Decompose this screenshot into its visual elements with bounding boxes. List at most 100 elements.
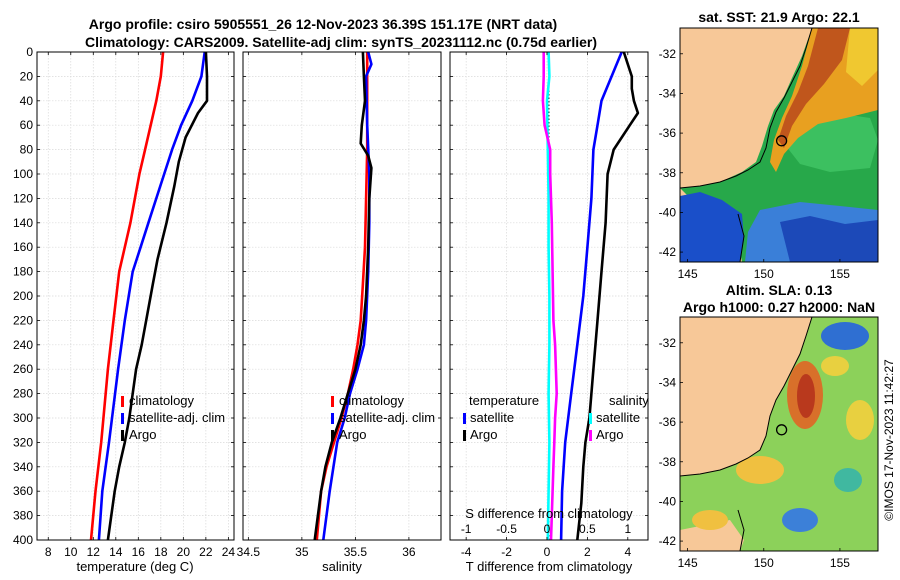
x-tick-label: 10 (64, 545, 78, 559)
salinity-series (313, 52, 373, 540)
difference-series (541, 52, 640, 540)
map-x-tick-label: 150 (754, 556, 774, 570)
temperature-series (89, 52, 209, 540)
x-tick-label: 0 (544, 545, 551, 559)
difference-panel: -4 -2 0 2 4 -1 -0.5 0 0.5 1 T difference from cli… (449, 51, 649, 574)
s-difference-tick-label: 1 (624, 522, 631, 536)
series-line-argo (106, 52, 209, 540)
x-tick-label: -2 (501, 545, 512, 559)
x-tick-label: 34.5 (237, 545, 261, 559)
sla-map-panel: Altim. SLA: 0.13 Argo h1000: 0.27 h2000:… (659, 282, 879, 570)
x-tick-label: 36 (402, 545, 416, 559)
x-tick-label: 12 (87, 545, 101, 559)
sla-yellow-southwest (736, 456, 784, 484)
sst-warm-offshore (846, 28, 878, 86)
series-line-satellite-adj-clim (97, 52, 206, 540)
difference-legend-salinity: salinity satellite Argo (589, 393, 649, 442)
series-line-t-argo (576, 52, 640, 540)
y-tick-label: 380 (13, 509, 33, 523)
sla-yellow-bass-strait (692, 510, 728, 530)
map-x-tick-label: 150 (754, 267, 774, 281)
sla-map-title-line2: Argo h1000: 0.27 h2000: NaN (683, 299, 875, 315)
sst-warmest-core (778, 28, 850, 148)
map-y-tick-label: -42 (659, 534, 677, 548)
legend-label-satellite-clim: satellite-adj. clim (339, 410, 435, 425)
map-y-tick-label: -36 (659, 415, 677, 429)
map-x-tick-label: 145 (678, 267, 698, 281)
y-tick-label: 320 (13, 435, 33, 449)
y-tick-label: 240 (13, 338, 33, 352)
legend-label-climatology: climatology (339, 393, 405, 408)
map-y-tick-label: -32 (659, 336, 677, 350)
sla-map-ticks: 145 150 155 -32 -34 -36 -38 -40 -42 (659, 336, 851, 570)
legend-swatch-argo (121, 430, 124, 441)
y-tick-label: 400 (13, 533, 33, 547)
map-y-tick-label: -32 (659, 47, 677, 61)
temperature-legend: climatology satellite-adj. clim Argo (121, 393, 225, 442)
sst-map-box (679, 27, 879, 263)
sla-high-core (797, 374, 815, 418)
legend-swatch-argo (331, 430, 334, 441)
sst-argo-marker (775, 135, 788, 147)
y-tick-label: 200 (13, 289, 33, 303)
sla-map-title-line1: Altim. SLA: 0.13 (726, 282, 833, 298)
y-tick-label: 360 (13, 484, 33, 498)
temperature-axes-box (36, 51, 235, 541)
t-difference-xlabel: T difference from climatology (466, 559, 633, 574)
salinity-panel: 34.5 35 35.5 36 salinity climatology satell… (237, 51, 442, 574)
series-line-argo (313, 52, 373, 540)
x-tick-label: 35.5 (344, 545, 368, 559)
sst-map-title: sat. SST: 21.9 Argo: 22.1 (698, 9, 860, 25)
imos-credit: ©IMOS 17-Nov-2023 11:42:27 (882, 359, 896, 521)
y-tick-label: 260 (13, 362, 33, 376)
sla-map-box (679, 316, 879, 552)
legend-label-argo: Argo (339, 427, 366, 442)
legend-label-climatology: climatology (129, 393, 195, 408)
legend-title-temperature: temperature (469, 393, 539, 408)
map-y-tick-label: -40 (659, 494, 677, 508)
legend-label-satellite-clim: satellite-adj. clim (129, 410, 225, 425)
sst-map-ticks: 145 150 155 -32 -34 -36 -38 -40 -42 (659, 47, 851, 281)
map-y-tick-label: -40 (659, 205, 677, 219)
map-y-tick-label: -42 (659, 245, 677, 259)
legend-label-argo: Argo (129, 427, 156, 442)
legend-label-t-argo: Argo (470, 427, 497, 442)
map-y-tick-label: -36 (659, 126, 677, 140)
figure-title-line1: Argo profile: csiro 5905551_26 12-Nov-20… (89, 16, 557, 32)
series-line-climatology (89, 52, 165, 540)
sst-coastline (680, 28, 813, 262)
legend-swatch-t-argo (463, 430, 466, 441)
sla-low-southeast (834, 468, 862, 492)
x-tick-label: 2 (584, 545, 591, 559)
legend-swatch-satellite-clim (331, 413, 334, 424)
sla-yellow-east (846, 400, 874, 440)
legend-label-s-argo: Argo (596, 427, 623, 442)
sla-low-south (782, 508, 818, 532)
temperature-xlabel: temperature (deg C) (76, 559, 193, 574)
legend-swatch-t-satellite (463, 413, 466, 424)
y-tick-label: 160 (13, 240, 33, 254)
sst-map-image (680, 28, 878, 262)
x-tick-label: 14 (109, 545, 123, 559)
temperature-panel: 0 20 40 60 80 100 120 140 160 180 200 220 240 260 280 3… (13, 45, 235, 574)
x-tick-label: 4 (624, 545, 631, 559)
salinity-xlabel: salinity (322, 559, 362, 574)
sla-low-north (821, 322, 869, 350)
legend-title-salinity: salinity (609, 393, 649, 408)
temperature-ticks: 0 20 40 60 80 100 120 140 160 180 200 220 240 260 280 3… (13, 45, 235, 559)
s-difference-xlabel: S difference from climatology (465, 506, 633, 521)
legend-label-t-satellite: satellite (470, 410, 514, 425)
y-tick-label: 140 (13, 216, 33, 230)
salinity-grid (243, 51, 441, 541)
x-tick-label: -4 (461, 545, 472, 559)
y-tick-label: 80 (20, 143, 34, 157)
map-y-tick-label: -34 (659, 375, 677, 389)
x-tick-label: 24 (222, 545, 236, 559)
s-difference-tick-label: 0 (544, 522, 551, 536)
y-tick-label: 120 (13, 191, 33, 205)
y-tick-label: 180 (13, 265, 33, 279)
legend-swatch-s-satellite (589, 413, 592, 424)
y-tick-label: 40 (20, 94, 34, 108)
map-x-tick-label: 145 (678, 556, 698, 570)
